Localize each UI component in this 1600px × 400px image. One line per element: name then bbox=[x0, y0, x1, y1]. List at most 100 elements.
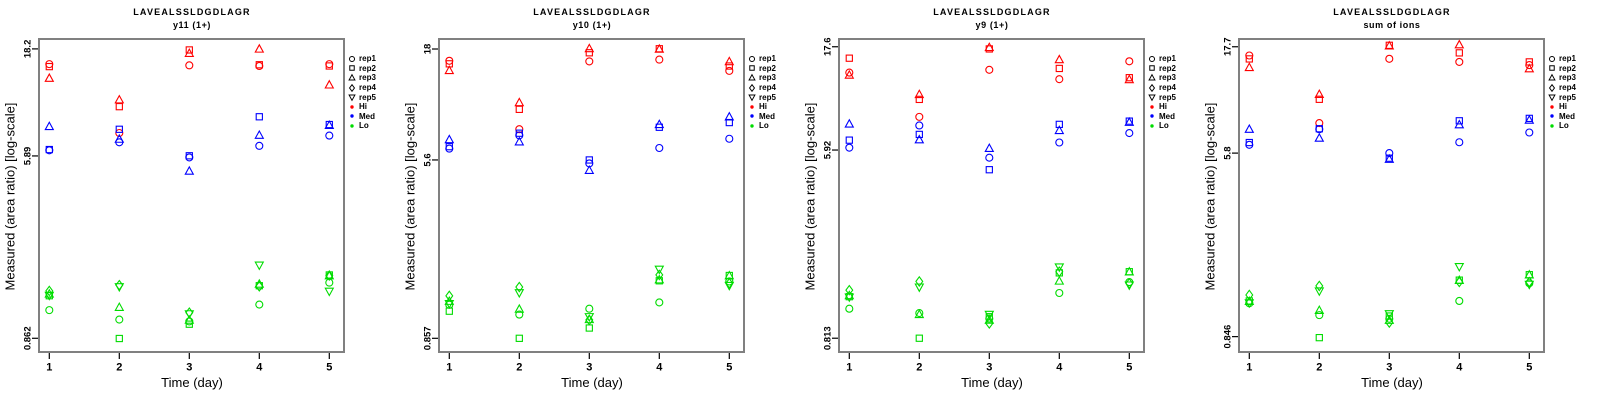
y-tick-label: 0.857 bbox=[423, 326, 434, 350]
marker-square bbox=[1549, 65, 1555, 72]
data-point-lo-rep2 bbox=[115, 334, 123, 343]
plot-title: LAVEALSSLDGDLAGR bbox=[933, 7, 1051, 17]
dot-icon bbox=[1550, 114, 1554, 119]
legend-item-rep3: rep3 bbox=[1147, 73, 1176, 83]
data-point-hi-rep3 bbox=[324, 79, 335, 89]
data-point-hi-rep1 bbox=[115, 128, 124, 138]
legend-label: Med bbox=[759, 111, 775, 121]
legend-label: Hi bbox=[1159, 102, 1167, 112]
legend-dot bbox=[1150, 114, 1154, 119]
x-tick-label: 4 bbox=[1056, 362, 1063, 374]
data-point-med-rep1 bbox=[1455, 138, 1464, 147]
square-icon bbox=[749, 65, 755, 72]
x-tick-label: 2 bbox=[116, 362, 122, 374]
legend-dot bbox=[1550, 124, 1554, 128]
circle-icon bbox=[748, 55, 756, 62]
data-point-hi-rep1 bbox=[845, 68, 854, 77]
data-point-lo-rep5 bbox=[44, 291, 55, 301]
legend-item-med: Med bbox=[347, 112, 376, 122]
marker-diamond bbox=[1148, 83, 1156, 92]
legend-label: rep3 bbox=[759, 73, 776, 83]
data-point-hi-rep1 bbox=[1125, 57, 1134, 66]
data-point-hi-rep2 bbox=[915, 95, 923, 104]
data-point-lo-rep5 bbox=[324, 287, 335, 297]
data-point-med-rep1 bbox=[1245, 140, 1254, 149]
legend-item-hi: Hi bbox=[347, 102, 376, 112]
subplot-sum-of-ions: LAVEALSSLDGDLAGR sum of ions Measured (a… bbox=[1200, 0, 1600, 400]
x-axis-label: Time (day) bbox=[161, 375, 223, 390]
data-point-lo-rep4 bbox=[655, 269, 664, 281]
legend-item-lo: Lo bbox=[1547, 121, 1576, 131]
data-point-med-rep3 bbox=[1244, 123, 1255, 133]
data-point-hi-rep3 bbox=[114, 94, 125, 104]
data-point-hi-rep2 bbox=[1315, 95, 1323, 103]
data-point-lo-rep4 bbox=[515, 281, 524, 293]
data-point-med-rep2 bbox=[1455, 117, 1463, 125]
data-point-hi-rep3 bbox=[724, 56, 735, 66]
plot-legend: rep1 rep2 rep3 rep4 rep5 Hi Med Lo bbox=[747, 54, 776, 131]
data-point-hi-rep1 bbox=[915, 112, 924, 121]
data-point-med-rep3 bbox=[1314, 132, 1325, 142]
legend-item-rep2: rep2 bbox=[1147, 64, 1176, 74]
y-tick-label: 0.813 bbox=[823, 326, 834, 350]
y-tick-label: 18.2 bbox=[23, 40, 34, 59]
data-point-med-rep3 bbox=[1384, 153, 1395, 163]
data-point-med-rep2 bbox=[45, 145, 53, 154]
square-icon bbox=[349, 65, 355, 72]
legend-item-hi: Hi bbox=[1147, 102, 1176, 112]
data-point-hi-rep3 bbox=[444, 65, 455, 75]
data-point-lo-rep4 bbox=[585, 314, 594, 326]
legend-label: rep5 bbox=[759, 92, 776, 102]
data-point-med-rep2 bbox=[185, 152, 193, 160]
legend-dot bbox=[350, 114, 354, 119]
legend-item-rep5: rep5 bbox=[1547, 92, 1576, 102]
legend-item-hi: Hi bbox=[1547, 102, 1576, 112]
data-point-hi-rep1 bbox=[585, 57, 594, 66]
data-point-lo-rep5 bbox=[1124, 281, 1135, 291]
data-point-lo-rep4 bbox=[985, 317, 994, 329]
x-tick-label: 4 bbox=[256, 362, 263, 374]
data-point-hi-rep3 bbox=[1384, 40, 1395, 50]
data-point-hi-rep1 bbox=[325, 60, 334, 69]
data-point-hi-rep3 bbox=[844, 69, 855, 79]
data-point-med-rep1 bbox=[445, 144, 454, 153]
data-point-med-rep3 bbox=[114, 133, 125, 143]
plot-subtitle: y10 (1+) bbox=[572, 20, 612, 30]
diamond-icon bbox=[348, 83, 356, 92]
legend-item-rep5: rep5 bbox=[1147, 92, 1176, 102]
legend-dot bbox=[750, 105, 754, 109]
data-point-lo-rep1 bbox=[1455, 296, 1464, 306]
data-point-med-rep3 bbox=[1124, 116, 1135, 126]
data-point-hi-rep3 bbox=[1314, 88, 1325, 98]
data-point-lo-rep3 bbox=[1314, 304, 1325, 314]
data-point-med-rep1 bbox=[255, 141, 264, 150]
data-point-med-rep2 bbox=[845, 136, 853, 144]
subplot-y9: LAVEALSSLDGDLAGR y9 (1+) Measured (area … bbox=[800, 0, 1200, 400]
legend-label: rep2 bbox=[359, 63, 376, 73]
data-point-hi-rep3 bbox=[1244, 62, 1255, 72]
data-point-med-rep3 bbox=[514, 136, 525, 146]
dot-icon bbox=[1150, 124, 1154, 128]
data-point-lo-rep2 bbox=[1385, 312, 1393, 320]
legend-item-rep4: rep4 bbox=[347, 83, 376, 93]
plot-legend: rep1 rep2 rep3 rep4 rep5 Hi Med Lo bbox=[1147, 54, 1176, 131]
data-point-hi-rep3 bbox=[1124, 74, 1135, 84]
dot-icon bbox=[350, 105, 354, 109]
data-point-med-rep3 bbox=[254, 129, 265, 139]
data-point-hi-rep2 bbox=[185, 46, 193, 54]
legend-label: rep3 bbox=[1559, 73, 1576, 83]
dot-icon bbox=[350, 124, 354, 128]
x-tick-label: 3 bbox=[186, 362, 192, 374]
data-point-lo-rep4 bbox=[1385, 317, 1394, 329]
square-icon bbox=[1549, 65, 1555, 72]
y-tick-label: 17.7 bbox=[1223, 38, 1234, 57]
legend-dot bbox=[350, 124, 354, 128]
legend-item-rep3: rep3 bbox=[1547, 73, 1576, 83]
data-point-med-rep3 bbox=[184, 165, 195, 175]
legend-item-rep5: rep5 bbox=[747, 92, 776, 102]
dot-icon bbox=[1550, 105, 1554, 109]
legend-dot bbox=[1550, 105, 1554, 109]
data-point-hi-rep2 bbox=[725, 62, 733, 70]
marker-triangle bbox=[1148, 73, 1156, 81]
data-point-lo-rep5 bbox=[1314, 287, 1325, 297]
